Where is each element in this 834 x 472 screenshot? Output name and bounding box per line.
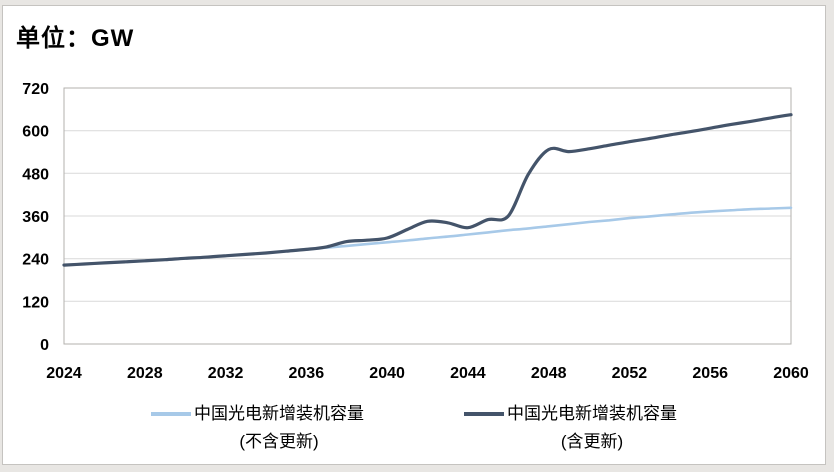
legend-label-line2: (含更新) (560, 432, 624, 451)
chart-title: 单位：GW (16, 25, 135, 52)
line-swatch-icon (464, 412, 504, 416)
chart-canvas: 0 120 240 360 480 600 720 2024 2028 2032 2036 2040 2… (22, 81, 809, 382)
legend-label-line1: 中国光电新增装机容量 (194, 404, 364, 423)
svg-text:360: 360 (22, 209, 49, 226)
legend-label: 中国光电新增装机容量 (不含更新) (194, 400, 364, 456)
legend-label-line2: (不含更新) (239, 432, 319, 451)
svg-text:2048: 2048 (531, 365, 567, 382)
chart-card: 单位：GW 0 120 240 360 480 600 720 2024 2028 2032 203… (2, 5, 826, 465)
svg-text:2056: 2056 (692, 365, 728, 382)
svg-text:2052: 2052 (612, 365, 648, 382)
legend-item-incl-renewal: 中国光电新增装机容量 (含更新) (464, 400, 677, 456)
svg-text:480: 480 (22, 166, 49, 183)
svg-text:0: 0 (40, 337, 49, 354)
legend-label: 中国光电新增装机容量 (含更新) (507, 400, 677, 456)
svg-text:2040: 2040 (369, 365, 405, 382)
svg-text:2060: 2060 (773, 365, 809, 382)
line-swatch-icon (151, 412, 191, 416)
svg-text:600: 600 (22, 124, 49, 141)
svg-text:2032: 2032 (208, 365, 244, 382)
legend-item-excl-renewal: 中国光电新增装机容量 (不含更新) (151, 400, 364, 456)
svg-text:2028: 2028 (127, 365, 163, 382)
svg-text:720: 720 (22, 81, 49, 98)
svg-text:120: 120 (22, 294, 49, 311)
svg-text:240: 240 (22, 252, 49, 269)
legend-label-line1: 中国光电新增装机容量 (507, 404, 677, 423)
svg-text:2036: 2036 (289, 365, 325, 382)
svg-text:2044: 2044 (450, 365, 486, 382)
svg-text:2024: 2024 (46, 365, 82, 382)
chart-legend: 中国光电新增装机容量 (不含更新) 中国光电新增装机容量 (含更新) (3, 400, 825, 456)
